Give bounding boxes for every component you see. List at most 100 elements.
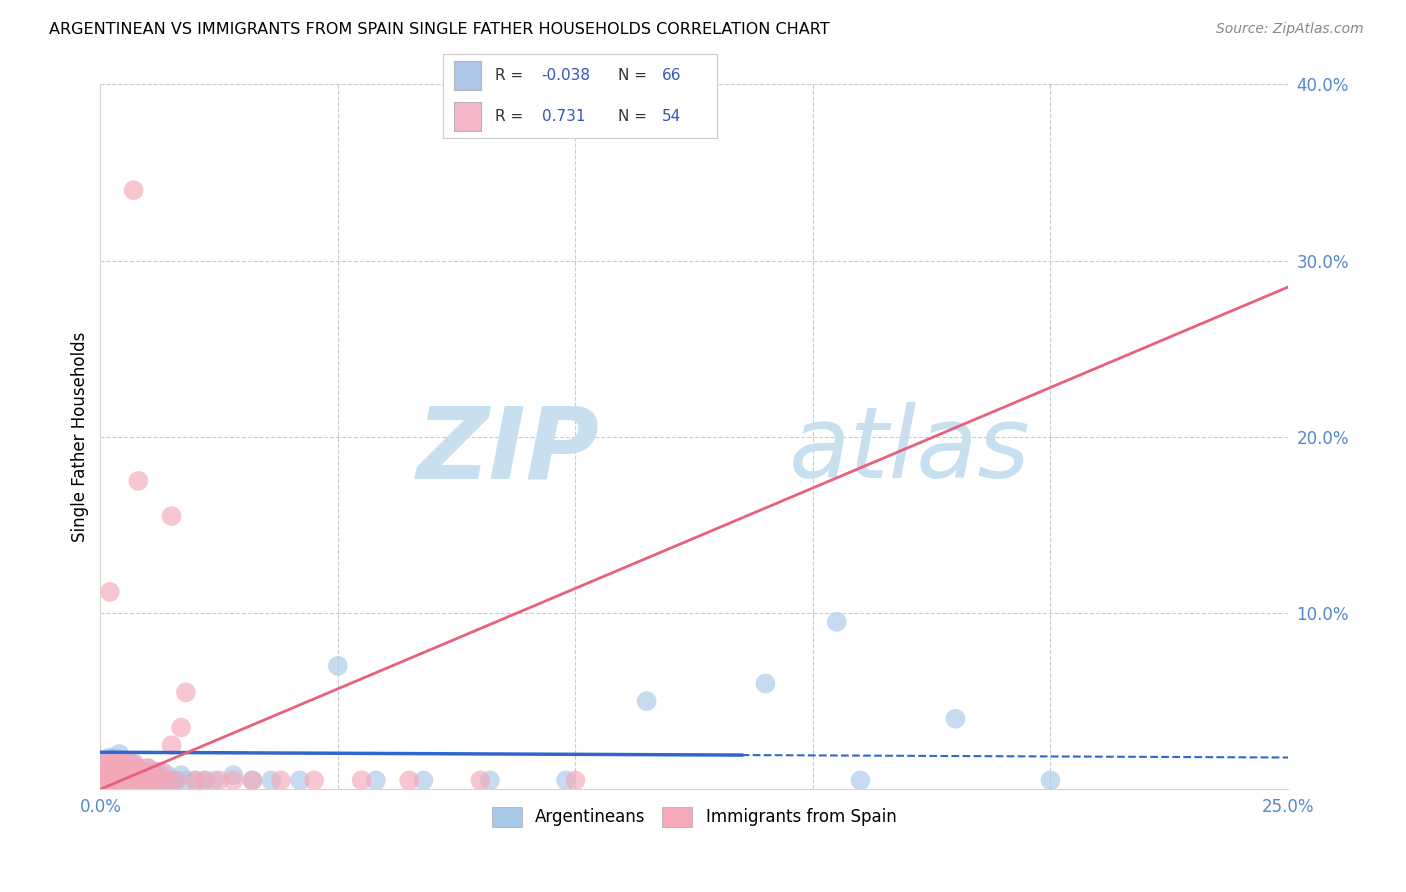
Point (150, 764, 173, 779)
Point (118, 754, 141, 768)
Point (184, 773, 207, 788)
Point (142, 764, 165, 779)
Text: 0.731: 0.731 (541, 109, 585, 124)
Point (156, 768, 179, 782)
Point (554, 773, 576, 788)
Point (142, 764, 165, 779)
Point (104, 773, 127, 788)
Legend: Argentineans, Immigrants from Spain: Argentineans, Immigrants from Spain (485, 800, 903, 834)
Point (104, 757, 127, 772)
Point (98, 768, 121, 782)
Point (150, 773, 173, 788)
Point (136, 761, 159, 775)
Point (98, 585, 121, 599)
Point (170, 768, 193, 782)
Point (118, 773, 141, 788)
Point (98, 773, 121, 788)
Point (174, 773, 197, 788)
Point (127, 773, 149, 788)
Point (98, 750, 121, 764)
Point (156, 773, 179, 788)
Point (108, 764, 131, 779)
Point (825, 615, 848, 629)
Point (118, 761, 141, 775)
Point (849, 773, 872, 788)
FancyBboxPatch shape (454, 102, 481, 130)
Point (104, 754, 127, 768)
Point (122, 764, 145, 779)
Y-axis label: Single Father Households: Single Father Households (72, 332, 89, 542)
Point (160, 509, 183, 524)
Point (94, 764, 117, 779)
Point (146, 764, 169, 779)
Point (350, 773, 373, 788)
Point (136, 773, 159, 788)
Point (94, 761, 117, 775)
Point (104, 750, 127, 764)
Point (132, 773, 155, 788)
Point (136, 761, 159, 775)
Point (202, 773, 225, 788)
Point (104, 768, 127, 782)
Point (94, 773, 117, 788)
Point (122, 757, 145, 772)
Point (165, 773, 187, 788)
Point (478, 773, 501, 788)
Point (127, 761, 149, 775)
Point (98, 768, 121, 782)
Point (112, 773, 135, 788)
Point (194, 773, 217, 788)
Point (160, 773, 183, 788)
Point (170, 721, 193, 735)
Point (132, 764, 155, 779)
Point (127, 474, 149, 488)
Point (142, 773, 165, 788)
Point (1039, 773, 1062, 788)
Point (94, 773, 117, 788)
Point (127, 773, 149, 788)
Point (108, 754, 131, 768)
Point (94, 768, 117, 782)
Point (112, 768, 135, 782)
Point (94, 756, 117, 770)
Point (94, 756, 117, 770)
Point (122, 756, 145, 770)
Point (118, 764, 141, 779)
Text: Source: ZipAtlas.com: Source: ZipAtlas.com (1216, 22, 1364, 37)
Point (112, 757, 135, 772)
Point (127, 761, 149, 775)
Point (112, 773, 135, 788)
Point (108, 761, 131, 775)
Point (240, 773, 263, 788)
Point (104, 761, 127, 775)
Point (470, 773, 492, 788)
Point (142, 773, 165, 788)
Point (754, 676, 776, 690)
Text: ZIP: ZIP (416, 402, 599, 500)
Point (108, 773, 131, 788)
Point (104, 772, 127, 786)
Point (208, 773, 231, 788)
Point (270, 773, 292, 788)
Point (108, 747, 131, 761)
Point (288, 773, 311, 788)
Point (636, 694, 658, 708)
Text: 54: 54 (662, 109, 682, 124)
Point (146, 773, 169, 788)
Point (165, 773, 187, 788)
Point (132, 764, 155, 779)
Text: 66: 66 (662, 68, 682, 83)
Point (945, 712, 967, 726)
Point (127, 768, 149, 782)
Point (108, 773, 131, 788)
Point (112, 757, 135, 772)
Point (412, 773, 434, 788)
Point (122, 768, 145, 782)
Point (98, 773, 121, 788)
Point (118, 756, 141, 770)
Text: ARGENTINEAN VS IMMIGRANTS FROM SPAIN SINGLE FATHER HOUSEHOLDS CORRELATION CHART: ARGENTINEAN VS IMMIGRANTS FROM SPAIN SIN… (49, 22, 830, 37)
Point (104, 768, 127, 782)
Point (326, 659, 349, 673)
Point (194, 773, 217, 788)
Point (160, 738, 183, 752)
